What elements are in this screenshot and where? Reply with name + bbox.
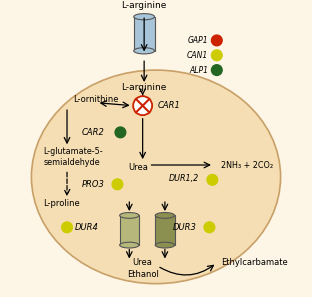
Ellipse shape	[155, 242, 174, 248]
Circle shape	[115, 127, 126, 138]
Circle shape	[207, 175, 218, 185]
Text: Urea: Urea	[133, 258, 153, 267]
Text: ALP1: ALP1	[189, 66, 208, 75]
Ellipse shape	[134, 14, 154, 20]
Text: L-proline: L-proline	[43, 199, 80, 208]
Circle shape	[212, 65, 222, 75]
Text: PRO3: PRO3	[82, 180, 105, 189]
Text: Ethanol: Ethanol	[127, 270, 158, 279]
Ellipse shape	[134, 48, 154, 54]
Text: DUR1,2: DUR1,2	[169, 174, 199, 183]
Ellipse shape	[155, 213, 174, 218]
Text: L-arginine: L-arginine	[121, 83, 167, 92]
Text: DUR3: DUR3	[172, 223, 196, 232]
Text: L-arginine: L-arginine	[121, 1, 167, 10]
Circle shape	[112, 179, 123, 189]
Circle shape	[62, 222, 72, 233]
Bar	[134, 17, 154, 51]
Bar	[155, 215, 174, 245]
Circle shape	[212, 50, 222, 61]
Text: CAN1: CAN1	[187, 51, 208, 60]
Text: CAR2: CAR2	[82, 128, 105, 137]
Text: GAP1: GAP1	[187, 36, 208, 45]
Text: 2NH₃ + 2CO₂: 2NH₃ + 2CO₂	[221, 160, 273, 170]
Ellipse shape	[32, 70, 280, 284]
Text: Ethylcarbamate: Ethylcarbamate	[221, 258, 288, 267]
Bar	[120, 215, 139, 245]
Text: CAR1: CAR1	[158, 101, 180, 110]
Text: DUR4: DUR4	[74, 223, 98, 232]
Circle shape	[133, 96, 152, 115]
Text: semialdehyde: semialdehyde	[43, 157, 100, 167]
Text: Urea: Urea	[128, 163, 148, 173]
Ellipse shape	[120, 213, 139, 218]
Circle shape	[212, 35, 222, 46]
Ellipse shape	[120, 242, 139, 248]
Text: L-ornithine: L-ornithine	[73, 95, 119, 104]
Text: L-glutamate-5-: L-glutamate-5-	[43, 147, 103, 156]
Circle shape	[204, 222, 215, 233]
